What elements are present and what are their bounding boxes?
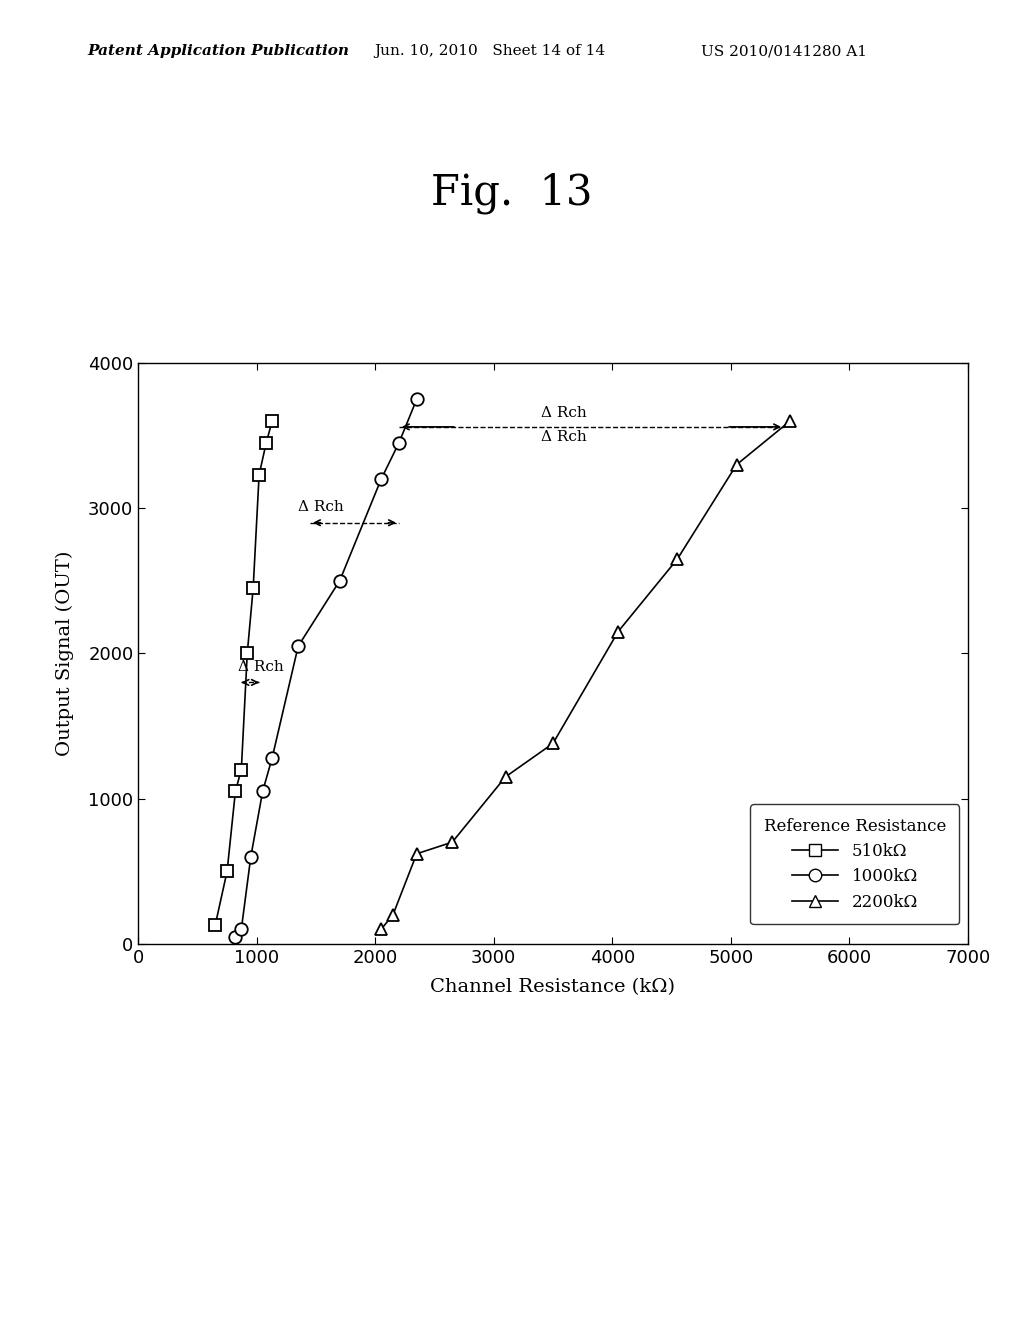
Text: Fig.  13: Fig. 13 [431,172,593,214]
Text: Δ Rch: Δ Rch [541,430,587,445]
X-axis label: Channel Resistance (kΩ): Channel Resistance (kΩ) [430,978,676,995]
Text: Patent Application Publication: Patent Application Publication [87,45,349,58]
Text: US 2010/0141280 A1: US 2010/0141280 A1 [701,45,867,58]
Text: Jun. 10, 2010   Sheet 14 of 14: Jun. 10, 2010 Sheet 14 of 14 [374,45,605,58]
Text: Δ Rch: Δ Rch [298,500,344,513]
Y-axis label: Output Signal (OUT): Output Signal (OUT) [56,550,75,756]
Text: Δ Rch: Δ Rch [541,405,587,420]
Text: Δ Rch: Δ Rch [238,660,284,673]
Legend: 510kΩ, 1000kΩ, 2200kΩ: 510kΩ, 1000kΩ, 2200kΩ [751,804,959,924]
